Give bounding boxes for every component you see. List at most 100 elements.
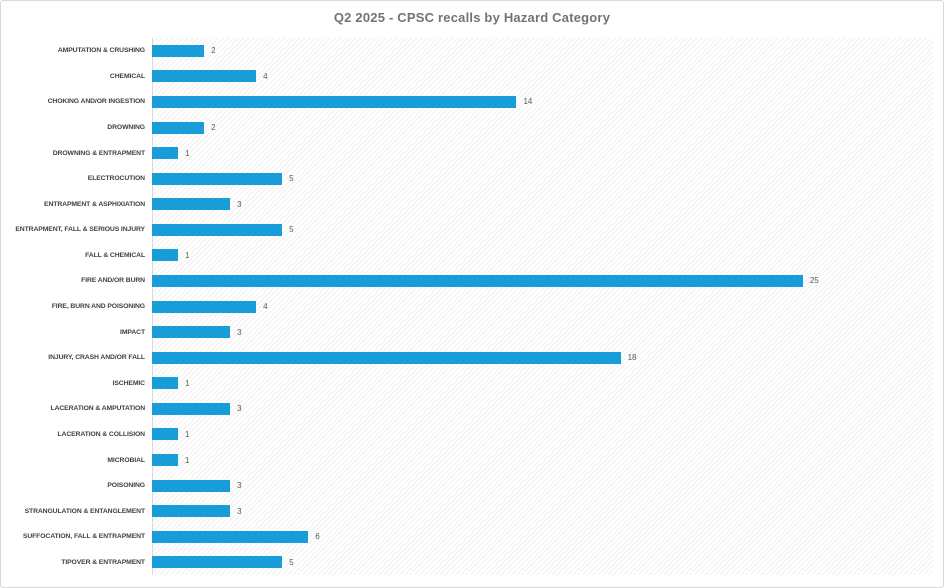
chart-row: AMPUTATION & CRUSHING 2 [1,38,933,64]
bar-track: 1 [152,447,933,473]
chart-row: DROWNING 2 [1,115,933,141]
bar [152,377,179,390]
category-label: STRANGULATION & ENTANGLEMENT [24,507,146,515]
value-label: 3 [237,199,242,209]
value-label: 2 [211,123,216,133]
bar-track: 2 [152,115,933,141]
category-label: DROWNING [107,124,145,132]
bar-track: 3 [152,319,933,345]
category-label: INJURY, CRASH AND/OR FALL [48,354,145,362]
bar [152,172,283,185]
bar [152,147,179,160]
category-label: MICROBIAL [107,456,145,464]
value-label: 18 [627,353,637,363]
bar-track: 4 [152,64,933,90]
bar-track: 1 [152,140,933,166]
category-label: DROWNING & ENTRAPMENT [52,149,145,157]
category-label: ENTRAPMENT & ASPHIXIATION [44,200,145,208]
bar-track: 3 [152,498,933,524]
bar [152,274,803,287]
bar [152,351,621,364]
category-label: FIRE, BURN AND POISONING [51,303,145,311]
bar [152,530,309,543]
category-label: POISONING [107,482,145,490]
bar-track: 1 [152,371,933,397]
bar [152,44,205,57]
value-label: 14 [523,97,533,107]
plot-area-background [152,38,933,575]
category-label: FIRE AND/OR BURN [81,277,145,285]
bar [152,70,257,83]
category-label: ELECTROCUTION [87,175,145,183]
chart-row: CHOKING AND/OR INGESTION 14 [1,89,933,115]
bar [152,454,179,467]
chart-row: SUFFOCATION, FALL & ENTRAPMENT 6 [1,524,933,550]
bar-track: 5 [152,166,933,192]
bar-track: 5 [152,217,933,243]
value-label: 5 [289,174,294,184]
bar [152,479,231,492]
bar-track: 2 [152,38,933,64]
category-label: SUFFOCATION, FALL & ENTRAPMENT [22,533,145,541]
value-label: 4 [263,302,268,312]
bar-track: 6 [152,524,933,550]
bar [152,556,283,569]
plot-rows: AMPUTATION & CRUSHING 2 CHEMICAL 4 CHOKING A… [1,38,933,575]
value-label: 3 [237,327,242,337]
value-label: 3 [237,481,242,491]
value-label: 3 [237,506,242,516]
chart-row: LACERATION & AMPUTATION 3 [1,396,933,422]
value-label: 3 [237,404,242,414]
chart-row: LACERATION & COLLISION 1 [1,422,933,448]
chart-row: POISONING 3 [1,473,933,499]
category-label: LACERATION & COLLISION [57,430,145,438]
value-label: 1 [185,455,190,465]
category-label: ENTRAPMENT, FALL & SERIOUS INJURY [15,226,145,234]
bar [152,223,283,236]
bar-track: 3 [152,473,933,499]
chart-row: DROWNING & ENTRAPMENT 1 [1,140,933,166]
value-label: 1 [185,250,190,260]
chart-row: ENTRAPMENT & ASPHIXIATION 3 [1,191,933,217]
value-label: 1 [185,378,190,388]
bar [152,402,231,415]
category-label: AMPUTATION & CRUSHING [57,47,145,55]
bar-track: 25 [152,268,933,294]
chart-title: Q2 2025 - CPSC recalls by Hazard Categor… [333,10,611,25]
chart-row: ENTRAPMENT, FALL & SERIOUS INJURY 5 [1,217,933,243]
value-label: 2 [211,46,216,56]
category-label: IMPACT [120,328,145,336]
chart-row: TIPOVER & ENTRAPMENT 5 [1,550,933,576]
category-label: CHEMICAL [109,72,145,80]
category-label: ISCHEMIC [112,379,146,387]
chart-row: FALL & CHEMICAL 1 [1,243,933,269]
bar-track: 1 [152,422,933,448]
bar [152,326,231,339]
category-label: FALL & CHEMICAL [85,251,145,259]
value-label: 1 [185,429,190,439]
bar [152,249,179,262]
bar [152,300,257,313]
chart-row: FIRE AND/OR BURN 25 [1,268,933,294]
bar-track: 4 [152,294,933,320]
bar-track: 14 [152,89,933,115]
chart-row: ISCHEMIC 1 [1,371,933,397]
bar-track: 5 [152,550,933,576]
bar [152,95,517,108]
category-label: CHOKING AND/OR INGESTION [47,98,146,106]
bar [152,505,231,518]
value-label: 6 [315,532,320,542]
value-label: 4 [263,71,268,81]
chart-row: CHEMICAL 4 [1,64,933,90]
chart-row: MICROBIAL 1 [1,447,933,473]
bar [152,198,231,211]
bar [152,121,205,134]
chart-row: FIRE, BURN AND POISONING 4 [1,294,933,320]
chart-row: IMPACT 3 [1,319,933,345]
category-label: LACERATION & AMPUTATION [50,405,146,413]
bar-track: 18 [152,345,933,371]
value-label: 1 [185,148,190,158]
category-label: TIPOVER & ENTRAPMENT [61,558,145,566]
value-label: 5 [289,557,294,567]
